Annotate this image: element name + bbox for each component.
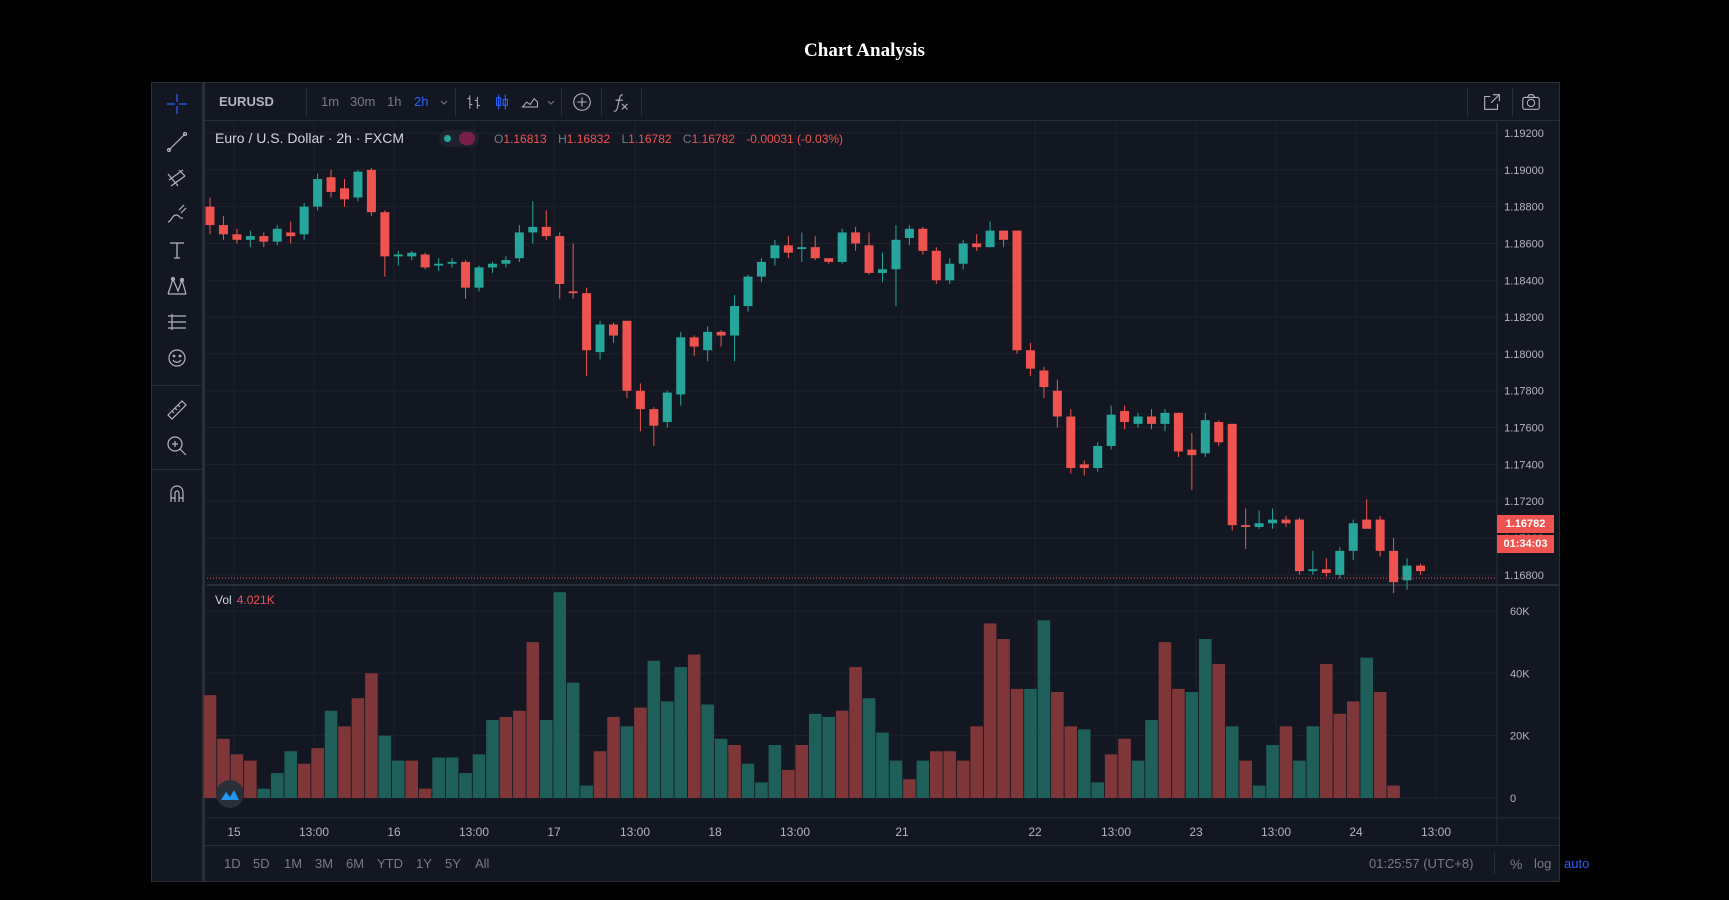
volume-value: 4.021K [236,593,275,607]
toolbar-divider [1494,852,1495,874]
pitchfork-icon[interactable] [160,163,194,193]
toolbar-divider [561,88,562,116]
ruler-icon[interactable] [160,395,194,425]
menu-icon [459,132,475,145]
toolbar-divider [455,88,456,116]
timeframe-1h[interactable]: 1h [387,94,402,109]
top-toolbar: EURUSD 1m 30m 1h 2h [205,83,1559,121]
volume-label: Vol [215,593,232,607]
range-6m[interactable]: 6M [346,856,365,871]
camera-icon[interactable] [1519,90,1543,114]
compare-add-icon[interactable] [570,90,594,114]
volume-legend: Vol 4.021K [215,593,275,607]
toolbar-divider [1467,88,1468,116]
area-chart-type-icon[interactable] [518,90,542,114]
toolbar-divider [152,385,202,386]
last-price-tag: 1.16782 [1497,515,1554,533]
chart-widget: EURUSD 1m 30m 1h 2h [151,82,1589,882]
toolbar-divider [601,88,602,116]
range-1m[interactable]: 1M [284,856,303,871]
close-value: 1.16782 [691,132,735,146]
bar-chart-type-icon[interactable] [462,90,486,114]
ohlc-values: O1.16813 H1.16832 L1.16782 C1.16782 -0.0… [494,132,851,146]
chevron-down-icon[interactable] [437,90,451,114]
percent-scale-toggle[interactable]: % [1510,856,1523,872]
range-all[interactable]: All [475,856,490,871]
pattern-icon[interactable] [160,271,194,301]
emoji-icon[interactable] [160,343,194,373]
prediction-icon[interactable] [160,307,194,337]
range-5y[interactable]: 5Y [445,856,461,871]
change-value: -0.00031 (-0.03%) [746,132,844,146]
timeframe-1m[interactable]: 1m [321,94,340,109]
external-link-icon[interactable] [1480,90,1504,114]
range-ytd[interactable]: YTD [377,856,403,871]
range-5d[interactable]: 5D [253,856,270,871]
open-value: 1.16813 [503,132,547,146]
toolbar-divider [641,88,642,116]
toolbar-divider [152,469,202,470]
zoom-in-icon[interactable] [160,431,194,461]
high-label: H [558,132,567,146]
bottom-bar: 1D 5D 1M 3M 6M YTD 1Y 5Y All 01:25:57 (U… [205,845,1589,881]
timeframe-2h[interactable]: 2h [414,94,429,109]
toolbar-divider [306,88,307,116]
trend-line-icon[interactable] [160,127,194,157]
candle-chart-type-icon[interactable] [490,90,514,114]
symbol-search[interactable]: EURUSD [219,94,274,109]
toolbar-divider [1512,88,1513,116]
status-dot-icon [444,135,451,142]
symbol-legend: Euro / U.S. Dollar · 2h · FXCM [215,130,405,146]
bar-countdown-tag: 01:34:03 [1497,535,1554,553]
low-value: 1.16782 [628,132,672,146]
tradingview-logo[interactable] [216,780,244,808]
auto-scale-toggle[interactable]: auto [1564,856,1590,871]
chevron-down-icon[interactable] [544,90,558,114]
page-title: Chart Analysis [804,40,925,61]
crosshair-icon[interactable] [160,89,194,119]
magnet-icon[interactable] [160,479,194,509]
timeframe-30m[interactable]: 30m [350,94,376,109]
close-label: C [682,132,692,146]
range-1d[interactable]: 1D [224,856,241,871]
indicators-fx-icon[interactable] [609,90,633,114]
clock-timezone[interactable]: 01:25:57 (UTC+8) [1369,856,1474,871]
text-icon[interactable] [160,235,194,265]
market-status-toggle[interactable] [439,130,479,147]
logo-icon [221,790,239,800]
range-3m[interactable]: 3M [315,856,334,871]
high-value: 1.16832 [566,132,611,146]
log-scale-toggle[interactable]: log [1534,856,1552,871]
low-label: L [621,132,629,146]
brush-icon[interactable] [160,199,194,229]
drawing-toolbar [152,83,205,881]
open-label: O [494,132,504,146]
range-1y[interactable]: 1Y [416,856,432,871]
